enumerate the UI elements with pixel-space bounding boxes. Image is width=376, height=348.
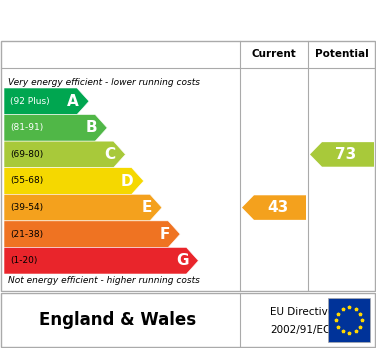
Polygon shape — [4, 114, 107, 141]
Polygon shape — [310, 142, 374, 167]
Text: E: E — [141, 200, 152, 215]
Polygon shape — [4, 168, 144, 194]
Text: England & Wales: England & Wales — [39, 311, 197, 329]
Text: (39-54): (39-54) — [10, 203, 43, 212]
Text: B: B — [86, 120, 97, 135]
Polygon shape — [4, 221, 180, 247]
Polygon shape — [4, 88, 89, 114]
Text: (1-20): (1-20) — [10, 256, 37, 265]
Text: (21-38): (21-38) — [10, 230, 43, 239]
Text: Current: Current — [252, 49, 296, 59]
Text: A: A — [67, 94, 79, 109]
Text: EU Directive: EU Directive — [270, 307, 334, 317]
Text: (55-68): (55-68) — [10, 176, 43, 185]
Text: Energy Efficiency Rating: Energy Efficiency Rating — [64, 11, 312, 29]
Text: 2002/91/EC: 2002/91/EC — [270, 325, 331, 335]
Polygon shape — [4, 194, 162, 221]
Text: (81-91): (81-91) — [10, 123, 43, 132]
Text: 43: 43 — [267, 200, 289, 215]
Bar — [328, 298, 370, 342]
Text: Very energy efficient - lower running costs: Very energy efficient - lower running co… — [8, 78, 200, 87]
Polygon shape — [4, 247, 199, 274]
Polygon shape — [4, 141, 126, 168]
Polygon shape — [242, 195, 306, 220]
Text: F: F — [160, 227, 170, 242]
Text: Not energy efficient - higher running costs: Not energy efficient - higher running co… — [8, 276, 200, 285]
Text: D: D — [121, 174, 134, 189]
Text: Potential: Potential — [315, 49, 368, 59]
Text: 73: 73 — [335, 147, 356, 162]
Text: (69-80): (69-80) — [10, 150, 43, 159]
Text: G: G — [176, 253, 188, 268]
Text: (92 Plus): (92 Plus) — [10, 97, 50, 106]
Text: C: C — [104, 147, 115, 162]
